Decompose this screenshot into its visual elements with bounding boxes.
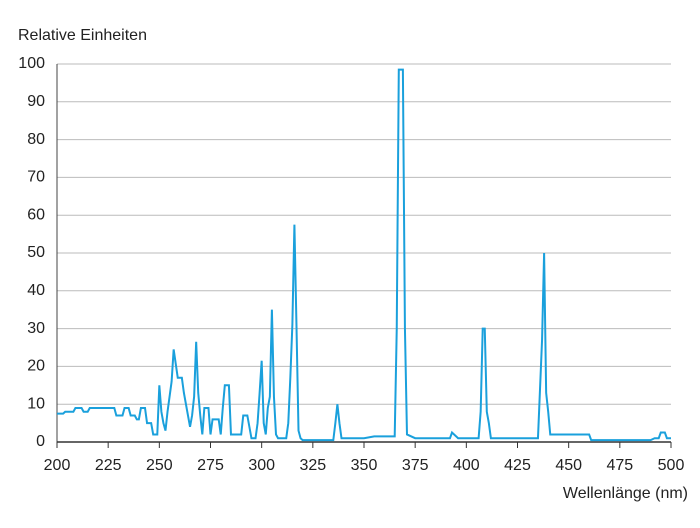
- x-tick-label: 450: [555, 457, 582, 474]
- y-tick-label: 0: [36, 433, 45, 450]
- x-tick-label: 425: [504, 457, 531, 474]
- y-tick-label: 90: [27, 93, 45, 110]
- x-tick-label: 200: [44, 457, 71, 474]
- y-axis-label: Relative Einheiten: [18, 27, 147, 44]
- y-tick-label: 100: [18, 55, 45, 72]
- y-tick-label: 40: [27, 282, 45, 299]
- x-tick-label: 325: [299, 457, 326, 474]
- x-tick-label: 400: [453, 457, 480, 474]
- y-tick-label: 50: [27, 244, 45, 261]
- x-tick-label: 375: [402, 457, 429, 474]
- y-tick-label: 20: [27, 358, 45, 375]
- x-tick-label: 475: [606, 457, 633, 474]
- x-tick-label: 350: [351, 457, 378, 474]
- x-tick-label: 225: [95, 457, 122, 474]
- y-tick-label: 70: [27, 169, 45, 186]
- x-tick-label: 300: [248, 457, 275, 474]
- x-tick-label: 250: [146, 457, 173, 474]
- y-tick-label: 60: [27, 206, 45, 223]
- y-tick-label: 10: [27, 395, 45, 412]
- series-line: [57, 68, 671, 442]
- x-axis-label: Wellenlänge (nm): [563, 485, 688, 502]
- y-tick-label: 80: [27, 131, 45, 148]
- y-tick-label: 30: [27, 320, 45, 337]
- x-tick-label: 275: [197, 457, 224, 474]
- x-tick-label: 500: [658, 457, 685, 474]
